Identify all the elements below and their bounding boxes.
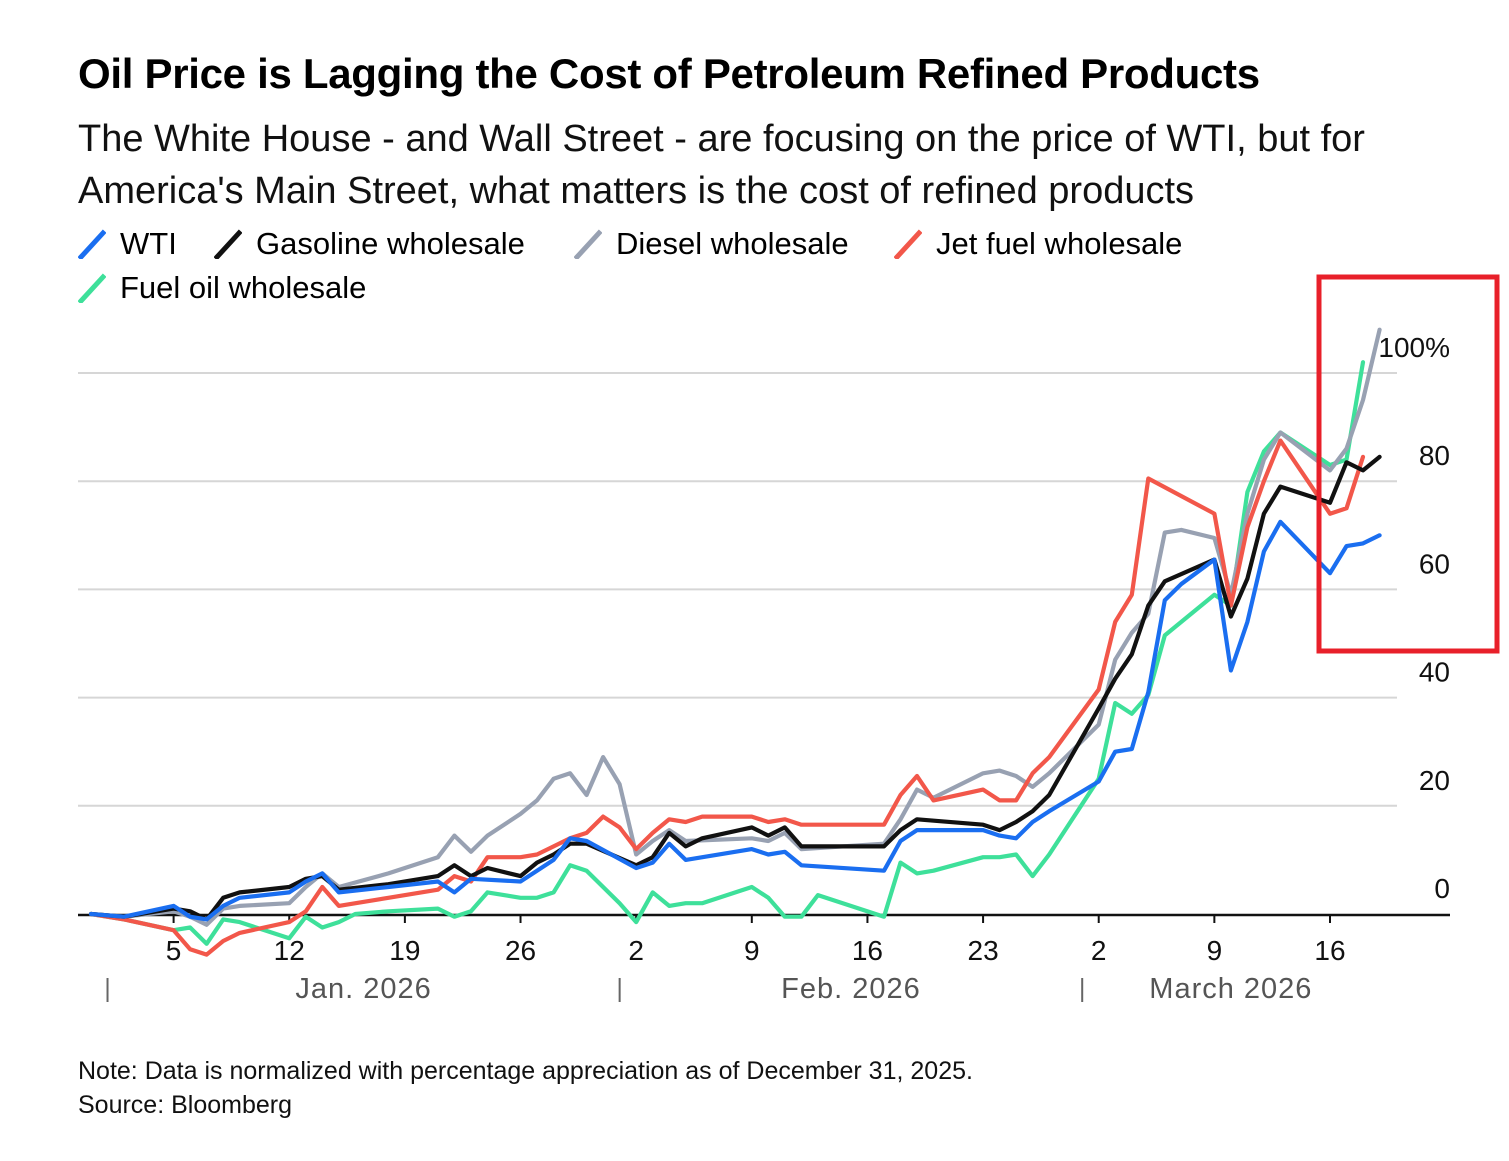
legend-swatch-icon (894, 229, 922, 259)
y-tick-label-0: 0 (1434, 873, 1450, 904)
x-tick-label-5: 5 (166, 935, 182, 966)
gridlines (78, 372, 1397, 807)
legend-item-diesel: Diesel wholesale (574, 226, 849, 262)
x-tick-label-23: 23 (968, 935, 999, 966)
x-tick-label-2: 2 (628, 935, 644, 966)
chart-subtitle: The White House - and Wall Street - are … (78, 118, 1365, 212)
x-tick-label-26: 26 (505, 935, 536, 966)
series-line-fuel-oil-wholesale (88, 360, 1366, 946)
y-tick-label-60: 60 (1419, 548, 1450, 579)
legend-label: Diesel wholesale (616, 226, 849, 261)
legend-item-jetfuel: Jet fuel wholesale (894, 226, 1182, 262)
legend-swatch-icon (214, 229, 242, 259)
x-tick-label-2: 2 (1091, 935, 1107, 966)
series-lines (88, 327, 1382, 957)
legend-item-fueloil: Fuel oil wholesale (78, 270, 366, 306)
legend-label: Gasoline wholesale (256, 226, 525, 261)
x-tick-label-19: 19 (389, 935, 420, 966)
month-label: Feb. 2026 (781, 973, 921, 1005)
y-tick-label-20: 20 (1419, 765, 1450, 796)
month-label: March 2026 (1149, 973, 1312, 1005)
month-labels: Jan. 2026 Feb. 2026 March 2026 (106, 973, 1312, 1005)
x-axis-tick-labels: 5 12 19 26 2 9 16 23 2 9 16 (166, 915, 1346, 966)
legend-swatch-icon (574, 229, 602, 259)
y-axis-tick-labels: 0 20 40 60 80 100% (1378, 332, 1450, 904)
x-tick-label-16: 16 (852, 935, 883, 966)
legend-item-gasoline: Gasoline wholesale (214, 226, 525, 262)
x-tick-label-16: 16 (1314, 935, 1345, 966)
x-tick-label-9: 9 (744, 935, 760, 966)
legend-label: Jet fuel wholesale (936, 226, 1183, 261)
month-label: Jan. 2026 (295, 973, 431, 1005)
chart-title: Oil Price is Lagging the Cost of Petrole… (78, 50, 1260, 97)
y-tick-label-80: 80 (1419, 440, 1450, 471)
footnote: Note: Data is normalized with percentage… (78, 1054, 973, 1122)
series-line-jet-fuel-wholesale (88, 438, 1366, 957)
legend-item-wti: WTI (78, 226, 177, 262)
y-tick-label-40: 40 (1419, 657, 1450, 688)
series-line-wti (88, 519, 1382, 922)
x-tick-label-9: 9 (1207, 935, 1223, 966)
y-tick-label-100: 100% (1378, 332, 1450, 363)
legend-label: Fuel oil wholesale (120, 270, 367, 305)
legend-swatch-icon (78, 229, 106, 259)
source-text: Source: Bloomberg (78, 1091, 293, 1119)
note-text: Note: Data is normalized with percentage… (78, 1057, 973, 1085)
highlight-box (1316, 274, 1500, 654)
legend-label: WTI (120, 226, 177, 261)
series-line-diesel-wholesale (88, 327, 1382, 927)
legend-swatch-icon (78, 273, 106, 303)
